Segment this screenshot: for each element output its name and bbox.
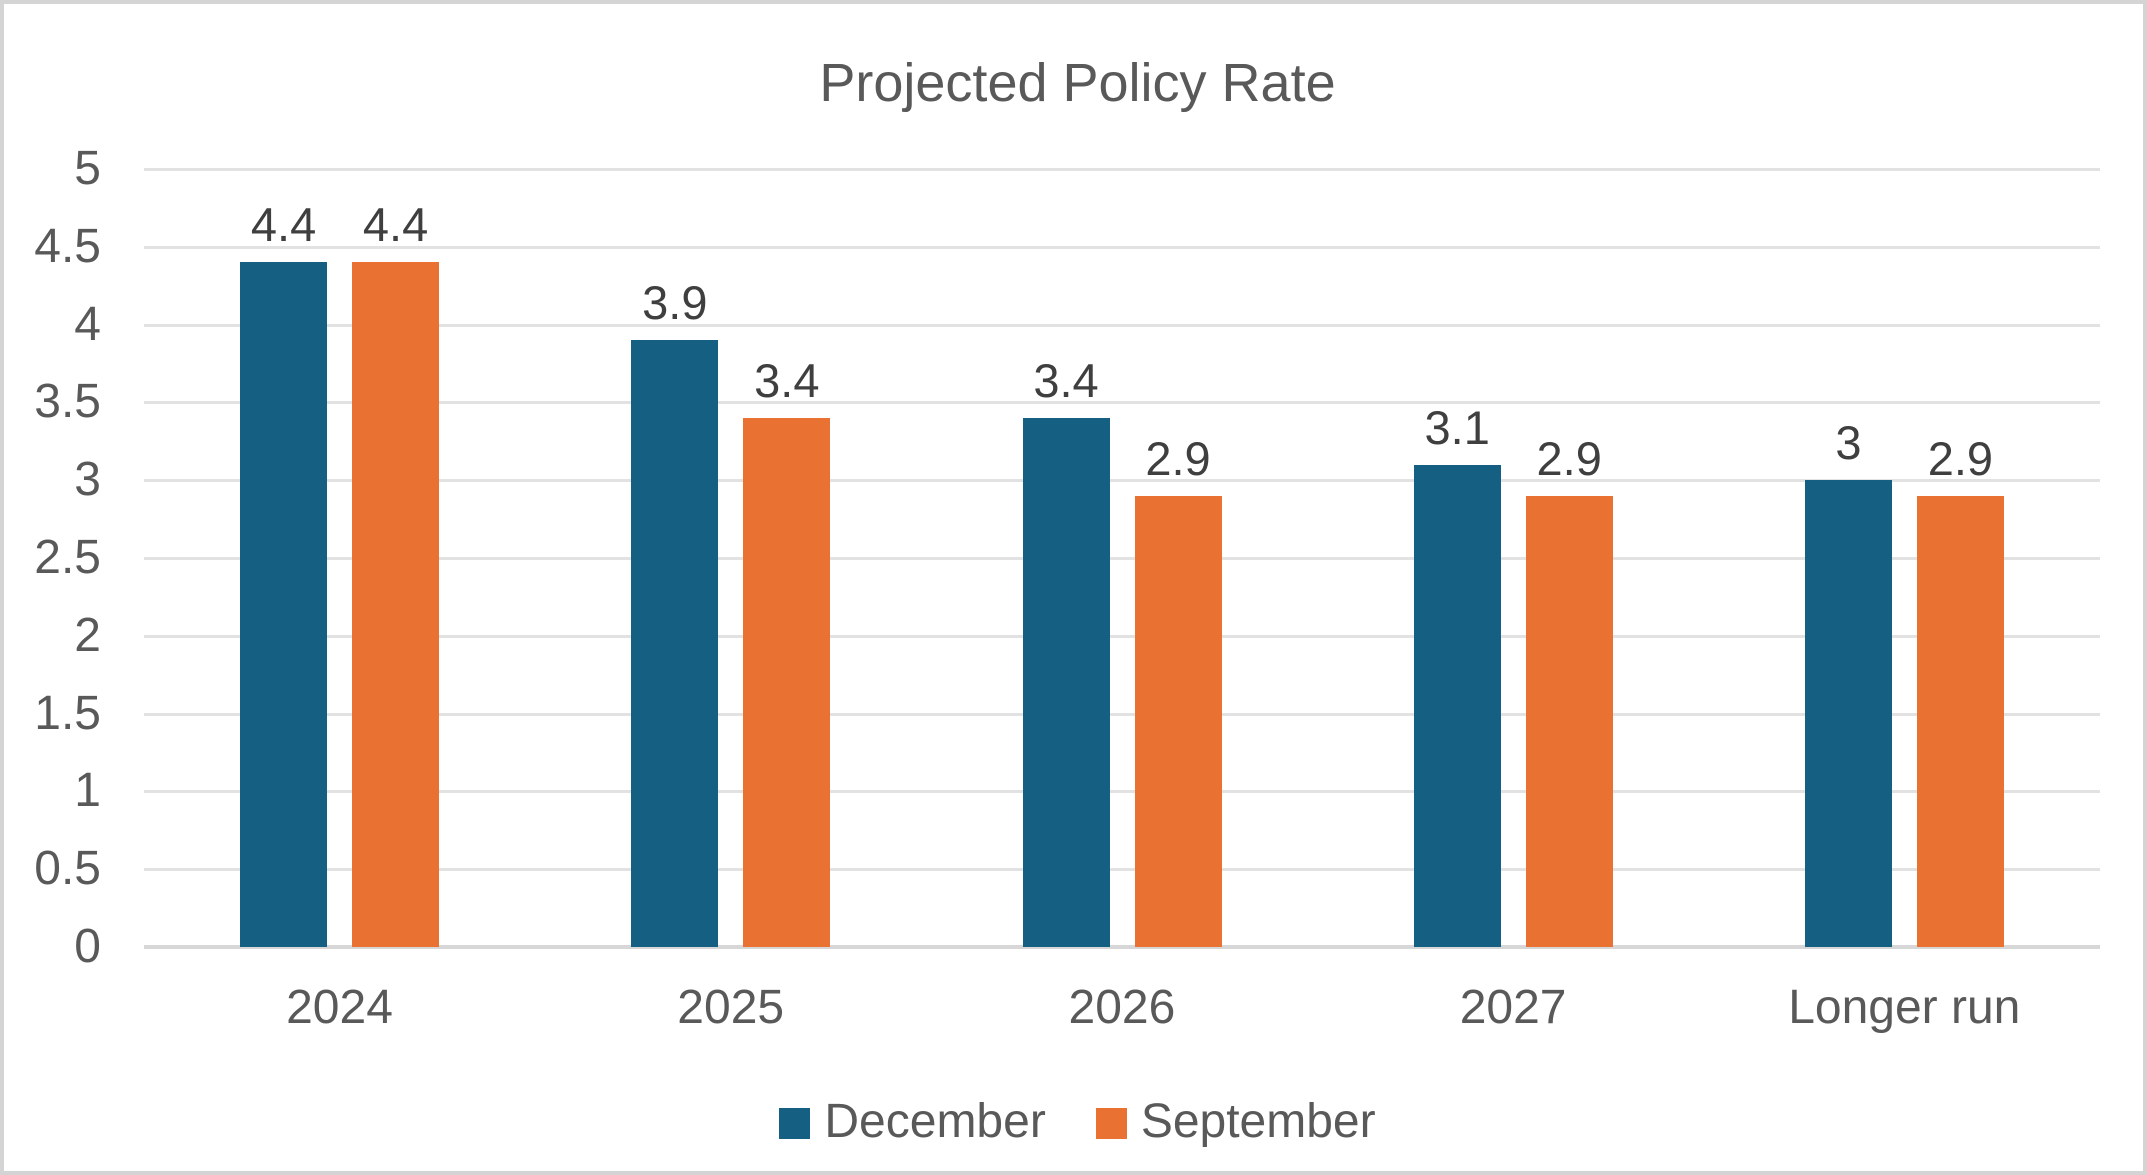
- gridline: [144, 245, 2100, 249]
- legend-swatch-september-icon: [1095, 1107, 1127, 1139]
- bar-december-2025: [631, 340, 719, 947]
- bar-september-2025: [743, 417, 831, 947]
- bar-value-label: 4.4: [250, 198, 317, 252]
- bar-september-2024: [352, 262, 440, 947]
- bar-december-2027: [1413, 464, 1501, 947]
- legend: December September: [4, 1096, 2147, 1148]
- gridline: [144, 401, 2100, 405]
- x-axis-line: [144, 945, 2100, 949]
- gridline: [144, 712, 2100, 716]
- y-axis-tick-label: 5: [74, 142, 101, 195]
- legend-swatch-december-icon: [779, 1107, 811, 1139]
- x-axis-category-label: 2026: [1068, 981, 1176, 1034]
- legend-label: September: [1140, 1095, 1376, 1148]
- bar-value-label: 2.9: [1145, 431, 1211, 485]
- y-axis-tick-label: 0: [74, 920, 101, 973]
- bar-value-label: 4.4: [362, 198, 429, 252]
- x-axis-category-label: 2025: [677, 981, 785, 1034]
- y-axis-tick-label: 2.5: [34, 531, 101, 584]
- x-axis-category-label: Longer run: [1788, 981, 2021, 1034]
- x-axis-category-label: 2027: [1459, 981, 1567, 1034]
- y-axis-tick-label: 3.5: [34, 375, 101, 429]
- y-axis-tick-label: 1: [74, 764, 101, 818]
- bar-september-2026: [1134, 495, 1222, 947]
- gridline: [144, 557, 2100, 560]
- x-axis-category-label: 2024: [286, 981, 393, 1034]
- gridline: [144, 168, 2100, 171]
- y-axis-tick-label: 0.5: [34, 842, 101, 896]
- gridline: [144, 790, 2100, 794]
- gridline: [144, 323, 2100, 327]
- legend-entry-december: December: [779, 1095, 1046, 1148]
- bar-december-2024: [240, 262, 328, 947]
- bar-december-longer-run: [1804, 480, 1892, 947]
- bar-september-2027: [1525, 495, 1613, 947]
- y-axis-tick-label: 2: [74, 608, 101, 662]
- bar-value-label: 2.9: [1927, 431, 1994, 485]
- legend-entry-september: September: [1095, 1095, 1376, 1148]
- bar-value-label: 2.9: [1536, 431, 1602, 485]
- bar-value-label: 3.9: [642, 276, 708, 330]
- bar-value-label: 3.1: [1424, 400, 1490, 454]
- y-axis-tick-label: 4.5: [34, 219, 101, 273]
- bar-september-longer-run: [1916, 495, 2004, 947]
- y-axis-tick-label: 3: [74, 453, 101, 507]
- y-axis-tick-label: 4: [74, 297, 101, 351]
- gridline: [144, 634, 2100, 638]
- bar-december-2026: [1022, 417, 1110, 947]
- gridline: [144, 479, 2100, 483]
- gridline: [144, 868, 2100, 872]
- bar-value-label: 3.4: [1033, 353, 1099, 407]
- bar-value-label: 3.4: [754, 353, 820, 407]
- bar-value-label: 3: [1835, 416, 1862, 470]
- y-axis-tick-label: 1.5: [34, 686, 101, 740]
- legend-label: December: [824, 1095, 1046, 1148]
- chart-title: Projected Policy Rate: [819, 53, 1336, 113]
